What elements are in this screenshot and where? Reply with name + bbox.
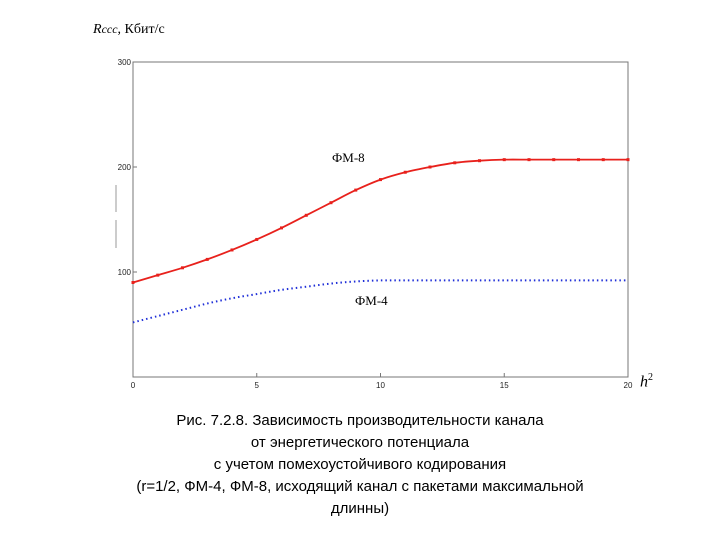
y-axis-subscript: ccc bbox=[101, 22, 118, 36]
x-tick-label: 5 bbox=[255, 381, 260, 390]
plot-border bbox=[132, 61, 629, 378]
x-axis-symbol: h bbox=[640, 373, 648, 391]
caption-line-5: длинны) bbox=[330, 500, 390, 517]
y-axis-symbol: R bbox=[93, 22, 102, 37]
series-label-fm4: ФМ-4 bbox=[355, 293, 388, 308]
series-point-fm8 bbox=[156, 273, 160, 277]
series-point-fm8 bbox=[181, 266, 184, 270]
y-axis-label: Rccc, Кбит/с bbox=[93, 22, 165, 38]
series-label-fm8: ФМ-8 bbox=[332, 150, 365, 165]
series-labels: ФМ-8 ФМ-4 bbox=[332, 150, 388, 308]
series-point-fm8 bbox=[478, 159, 481, 163]
series-point-fm8 bbox=[205, 257, 209, 261]
series-point-fm8 bbox=[453, 161, 457, 165]
series-lines bbox=[131, 158, 630, 324]
caption-line-4: (r=1/2, ФМ-4, ФМ-8, исходящий канал с па… bbox=[136, 478, 584, 495]
series-line-fm8 bbox=[132, 158, 628, 284]
y-tick-label: 100 bbox=[118, 268, 132, 277]
y-tick-label: 300 bbox=[118, 58, 132, 67]
plot-frame bbox=[115, 61, 629, 378]
series-point-fm8 bbox=[280, 226, 283, 230]
series-point-fm8 bbox=[354, 188, 358, 192]
series-point-fm8 bbox=[131, 281, 135, 284]
series-point-fm8 bbox=[255, 237, 259, 241]
series-point-fm8 bbox=[601, 158, 605, 162]
x-tick-label: 10 bbox=[376, 381, 385, 390]
series-point-fm8 bbox=[502, 158, 506, 162]
series-point-fm8 bbox=[379, 178, 382, 182]
x-tick-label: 20 bbox=[624, 381, 633, 390]
series-point-fm8 bbox=[304, 213, 308, 217]
caption-line-2: от энергетического потенциала bbox=[250, 434, 470, 451]
caption-line-3: с учетом помехоустойчивого кодирования bbox=[213, 456, 507, 473]
x-axis-superscript: 2 bbox=[648, 372, 653, 383]
caption-line-1: Рис. 7.2.8. Зависимость производительнос… bbox=[176, 412, 544, 429]
y-tick-label: 200 bbox=[118, 163, 132, 172]
series-point-fm8 bbox=[527, 158, 531, 162]
x-tick-label: 0 bbox=[131, 381, 136, 390]
series-point-fm8 bbox=[403, 170, 407, 174]
y-axis-unit: , Кбит/с bbox=[117, 22, 165, 37]
series-point-fm8 bbox=[552, 158, 556, 162]
series-point-fm8 bbox=[428, 165, 432, 169]
x-tick-label: 15 bbox=[500, 381, 509, 390]
series-point-fm8 bbox=[230, 248, 234, 252]
chart-area: 0 5 10 15 20 100 200 300 ФМ-8 ФМ-4 bbox=[115, 58, 633, 390]
series-point-fm8 bbox=[577, 158, 580, 162]
series-point-fm8 bbox=[626, 158, 630, 162]
axis-ticks: 0 5 10 15 20 100 200 300 bbox=[118, 58, 633, 390]
figure-caption: Рис. 7.2.8. Зависимость производительнос… bbox=[40, 410, 680, 520]
series-point-fm8 bbox=[329, 201, 333, 205]
x-axis-label: h2 bbox=[640, 372, 653, 391]
